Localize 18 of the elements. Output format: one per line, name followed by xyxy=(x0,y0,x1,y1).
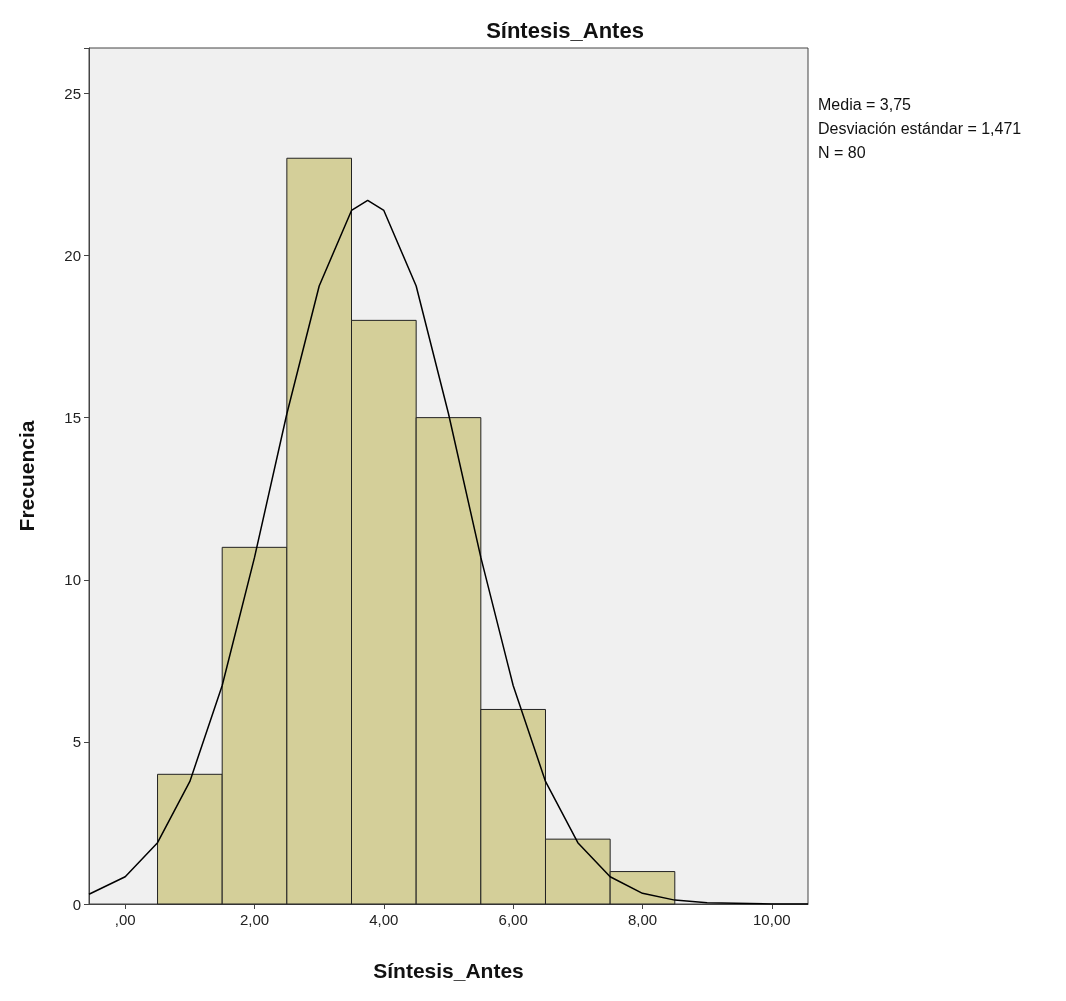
text: N = 80 xyxy=(818,143,866,161)
x-tick-label: 10,00 xyxy=(753,911,791,928)
y-tick-label: 5 xyxy=(72,733,81,751)
y-tick-label: 10 xyxy=(64,571,81,589)
chart-title: Síntesis_Antes xyxy=(486,17,644,43)
x-tick-label: 8,00 xyxy=(627,911,658,928)
x-tick-label: 2,00 xyxy=(239,911,270,928)
x-tick-label: 6,00 xyxy=(498,911,528,928)
y-tick-label: 20 xyxy=(64,247,81,265)
x-axis-title: Síntesis_Antes xyxy=(373,959,524,982)
text: Media = 3,75 xyxy=(818,95,912,113)
x-tick-label: 4,00 xyxy=(369,911,399,928)
y-tick-label: 0 xyxy=(72,895,81,913)
y-axis-title: Frecuencia xyxy=(15,420,38,532)
x-tick-label: ,00 xyxy=(114,911,136,928)
y-tick-label: 15 xyxy=(64,409,81,427)
text: Desviación estándar = 1,471 xyxy=(818,119,1022,137)
y-tick-label: 25 xyxy=(64,84,81,102)
